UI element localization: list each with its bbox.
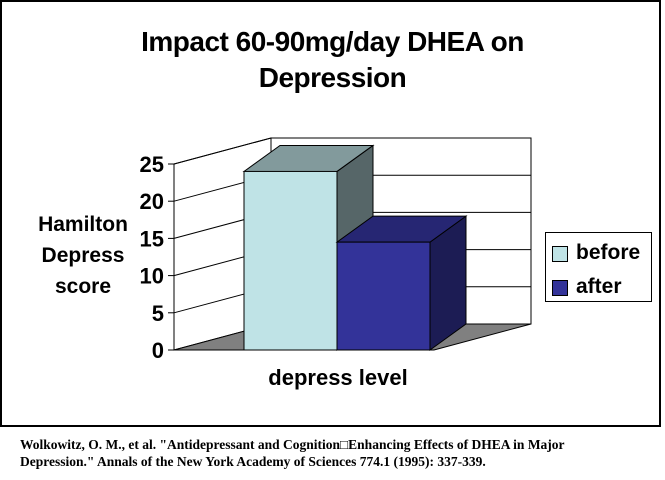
x-axis-label: depress level	[268, 365, 407, 390]
y-axis-label-line-2: Depress	[41, 244, 125, 267]
legend-swatch-before	[552, 246, 568, 262]
chart-title-line-2: Depression	[258, 62, 407, 93]
y-tick-label: 25	[140, 152, 164, 177]
chart-plot: 0 5 10 15 20 25 depress level	[140, 137, 532, 390]
y-tick-label: 10	[140, 264, 164, 289]
citation: Wolkowitz, O. M., et al. "Antidepressant…	[20, 436, 655, 470]
bar-before	[243, 170, 338, 351]
y-axis-label-line-3: score	[54, 275, 112, 298]
y-tick-label: 20	[140, 189, 164, 214]
y-axis-label-line-1: Hamilton	[38, 213, 128, 236]
citation-line-1: Wolkowitz, O. M., et al. "Antidepressant…	[20, 437, 565, 452]
legend: before after	[545, 232, 652, 302]
y-tick-label: 0	[152, 338, 164, 363]
citation-line-2: Depression." Annals of the New York Acad…	[20, 454, 486, 469]
chart-frame: Impact 60-90mg/day DHEA on Depression Ha…	[0, 0, 661, 427]
gridline	[173, 137, 531, 165]
y-tick-label: 15	[140, 226, 164, 251]
legend-label-after: after	[576, 275, 622, 298]
legend-label-before: before	[576, 241, 641, 264]
chart-title-line-1: Impact 60-90mg/day DHEA on	[141, 26, 524, 57]
legend-swatch-after	[552, 280, 568, 296]
bar-after	[336, 241, 431, 351]
y-tick-label: 5	[152, 301, 164, 326]
